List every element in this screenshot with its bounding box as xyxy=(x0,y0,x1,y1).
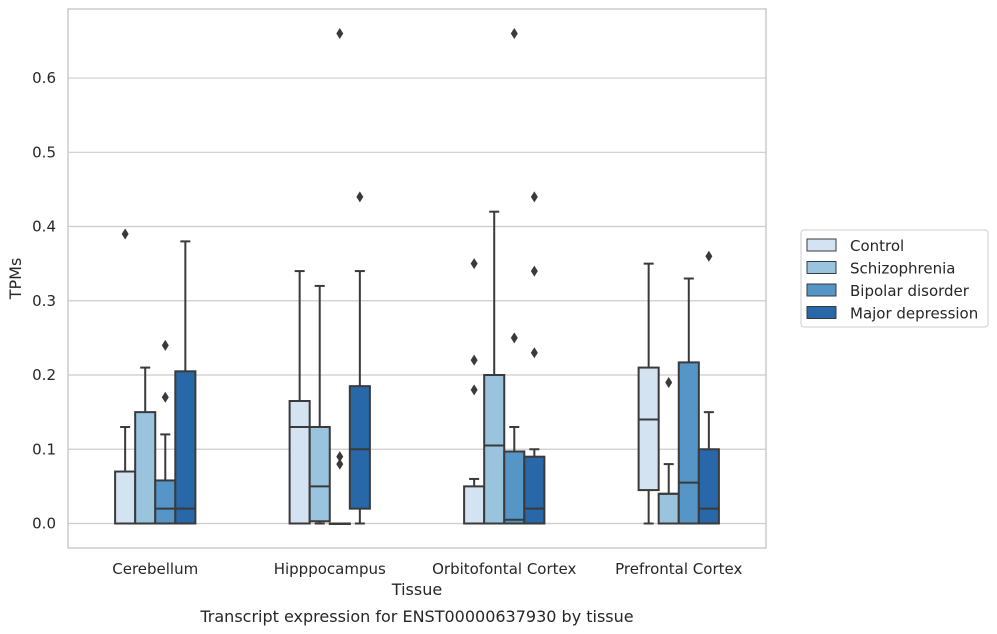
outlier-point xyxy=(470,354,478,366)
box-iqr xyxy=(463,485,486,525)
box-bipolar-disorder-hipppocampus xyxy=(328,28,351,525)
box-control-cerebellum xyxy=(114,228,137,525)
x-axis-label: Tissue xyxy=(391,580,442,599)
x-tick-label: Cerebellum xyxy=(112,560,198,578)
x-tick-label: Hipppocampus xyxy=(274,560,386,578)
outlier-point xyxy=(470,258,478,270)
box-iqr xyxy=(114,470,137,525)
box-control-prefrontal-cortex xyxy=(637,262,660,525)
y-tick-label: 0.1 xyxy=(32,440,56,458)
box-iqr xyxy=(523,455,546,525)
box-iqr xyxy=(288,400,311,525)
outlier-point xyxy=(161,339,169,351)
y-tick-label: 0.4 xyxy=(32,218,56,236)
outlier-point xyxy=(336,451,344,463)
outlier-point xyxy=(665,376,673,388)
outlier-point xyxy=(705,250,713,262)
legend-frame xyxy=(800,229,989,328)
outlier-point xyxy=(121,228,129,240)
y-tick-label: 0.0 xyxy=(32,515,56,533)
legend-label: Bipolar disorder xyxy=(850,282,970,300)
box-major-depression-prefrontal-cortex xyxy=(697,250,720,525)
outlier-point xyxy=(336,458,344,470)
legend-label: Major depression xyxy=(850,305,978,323)
box-schizophrenia-hipppocampus xyxy=(308,284,331,525)
box-bipolar-disorder-prefrontal-cortex xyxy=(677,277,700,525)
box-major-depression-orbitofontal-cortex xyxy=(523,191,546,525)
box-iqr xyxy=(154,479,177,525)
legend-label: Control xyxy=(850,237,904,255)
outlier-point xyxy=(336,28,344,39)
outlier-point xyxy=(470,384,478,396)
y-tick-labels: 0.0 0.1 0.2 0.3 0.4 0.5 0.6 xyxy=(32,69,56,532)
box-iqr xyxy=(677,361,700,525)
legend-swatch xyxy=(806,261,837,274)
box-iqr xyxy=(637,366,660,492)
box-schizophrenia-cerebellum xyxy=(134,366,157,525)
outlier-point xyxy=(510,28,518,39)
gridlines xyxy=(68,77,766,525)
outlier-point xyxy=(510,332,518,344)
box-bipolar-disorder-orbitofontal-cortex xyxy=(503,28,526,525)
box-iqr xyxy=(503,450,526,525)
box-major-depression-cerebellum xyxy=(174,240,197,525)
legend: Control Schizophrenia Bipolar disorder Majo… xyxy=(800,229,989,328)
legend-swatch xyxy=(806,238,837,252)
outlier-point xyxy=(530,191,538,203)
box-major-depression-hipppocampus xyxy=(348,191,371,525)
x-tick-label: Orbitofontal Cortex xyxy=(432,560,576,578)
box-iqr xyxy=(348,385,371,510)
outlier-point xyxy=(530,347,538,359)
box-schizophrenia-orbitofontal-cortex xyxy=(483,210,506,525)
box-control-hipppocampus xyxy=(288,270,311,525)
chart-caption: Transcript expression for ENST0000063793… xyxy=(199,607,633,626)
box-iqr xyxy=(657,492,680,525)
box-schizophrenia-prefrontal-cortex xyxy=(657,376,680,525)
box-iqr xyxy=(483,374,506,525)
box-bipolar-disorder-cerebellum xyxy=(154,339,177,525)
box-iqr xyxy=(134,411,157,525)
legend-swatch xyxy=(806,306,837,319)
box-iqr xyxy=(308,425,331,523)
y-tick-label: 0.2 xyxy=(32,366,56,384)
boxes xyxy=(114,28,720,525)
y-axis-label: TPMs xyxy=(6,258,25,301)
y-tick-label: 0.6 xyxy=(32,69,56,87)
box-control-orbitofontal-cortex xyxy=(463,258,486,525)
outlier-point xyxy=(356,191,364,203)
x-tick-labels: Cerebellum Hipppocampus Orbitofontal Corte… xyxy=(112,560,742,578)
plot-frame xyxy=(67,8,767,549)
y-tick-label: 0.5 xyxy=(32,143,56,161)
outlier-point xyxy=(530,265,538,277)
outlier-point xyxy=(161,391,169,403)
box-iqr xyxy=(697,448,720,525)
y-tick-label: 0.3 xyxy=(32,292,56,310)
box-iqr xyxy=(174,370,197,525)
x-tick-label: Prefrontal Cortex xyxy=(615,560,742,578)
legend-label: Schizophrenia xyxy=(850,260,955,278)
legend-swatch xyxy=(806,283,837,297)
